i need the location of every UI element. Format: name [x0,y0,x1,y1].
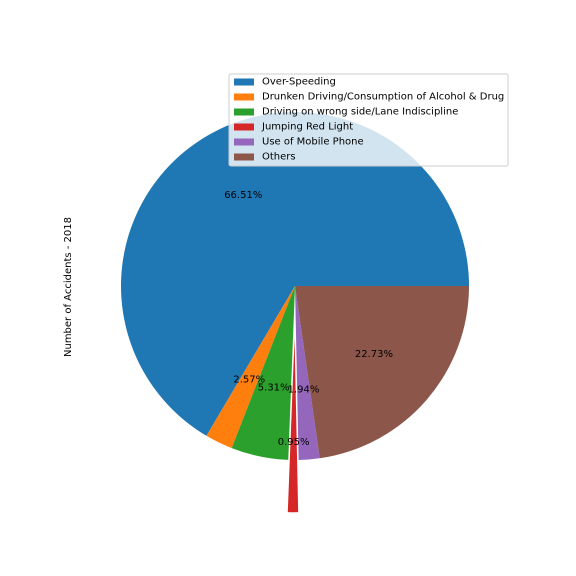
legend-swatch-driving-on-wrong-side-lane-indiscipline [234,108,254,116]
pie-slice-drunken-driving-consumption-of-alcohol-drug [206,286,295,449]
pie-label-others: 22.73% [355,349,393,360]
pie-slice-use-of-mobile-phone [295,286,320,460]
legend-swatch-others [234,153,254,161]
legend-swatch-drunken-driving-consumption-of-alcohol-drug [234,93,254,101]
pie-slice-driving-on-wrong-side-lane-indiscipline [231,286,295,460]
pie-slice-over-speeding [121,112,470,436]
legend-label-jumping-red-light: Jumping Red Light [261,122,353,133]
pie-label-over-speeding: 66.51% [224,190,262,201]
legend-label-others: Others [262,152,296,163]
pie-slice-jumping-red-light [287,338,299,513]
legend: Over-Speeding Drunken Driving/Consumption… [228,73,509,167]
pie-label-drunken-driving-consumption-of-alcohol-drug: 2.57% [233,374,265,385]
legend-label-drunken-driving-consumption-of-alcohol-drug: Drunken Driving/Consumption of Alcohol &… [262,92,504,103]
y-axis-label: Number of Accidents - 2018 [63,217,74,357]
legend-swatch-over-speeding [234,78,254,86]
pie-slices [121,112,470,513]
legend-swatch-use-of-mobile-phone [234,138,254,146]
legend-swatch-jumping-red-light [234,123,254,131]
legend-label-use-of-mobile-phone: Use of Mobile Phone [262,137,364,148]
pie-label-use-of-mobile-phone: 1.94% [288,385,320,396]
legend-label-over-speeding: Over-Speeding [262,77,336,88]
legend-frame [228,73,509,167]
pie-label-jumping-red-light: 0.95% [278,437,310,448]
pie-slice-others [295,286,470,459]
pie-label-driving-on-wrong-side-lane-indiscipline: 5.31% [258,383,290,394]
legend-label-driving-on-wrong-side-lane-indiscipline: Driving on wrong side/Lane Indiscipline [262,107,458,118]
pie-labels: 66.51% 2.57%5.31% 0.95% 1.94% 22.73% [224,190,393,448]
